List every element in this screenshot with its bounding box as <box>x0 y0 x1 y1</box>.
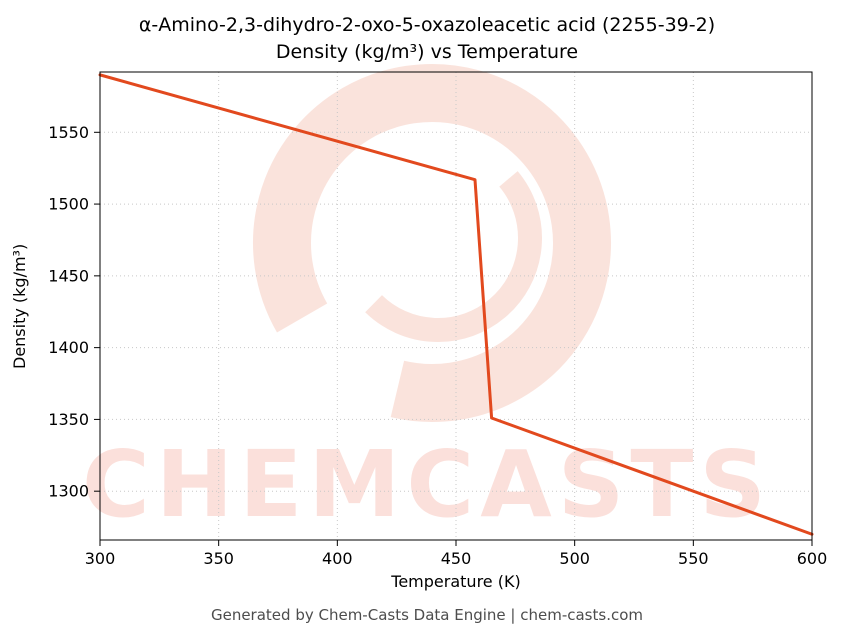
x-tick-label: 550 <box>678 549 709 568</box>
y-tick-label: 1550 <box>48 123 89 142</box>
chart-title-line2: Density (kg/m³) vs Temperature <box>275 41 579 63</box>
watermark-logo-icon <box>253 64 611 422</box>
x-tick-label: 600 <box>797 549 828 568</box>
y-tick-label: 1300 <box>48 482 89 501</box>
x-tick-label: 500 <box>559 549 590 568</box>
x-axis-label: Temperature (K) <box>391 572 521 591</box>
density-line <box>98 73 814 536</box>
y-axis-label: Density (kg/m³) <box>10 243 29 369</box>
x-tick-label: 300 <box>85 549 116 568</box>
chart-title-line1: α-Amino-2,3-dihydro-2-oxo-5-oxazoleaceti… <box>138 14 716 36</box>
grid-lines <box>99 72 813 540</box>
watermark-text: CHEMCASTS <box>82 431 772 538</box>
y-tick-label: 1450 <box>48 266 89 285</box>
x-tick-label: 350 <box>203 549 234 568</box>
tick-marks <box>94 131 813 546</box>
footer-attribution: Generated by Chem-Casts Data Engine | ch… <box>210 606 644 624</box>
x-tick-label: 400 <box>322 549 353 568</box>
y-tick-label: 1400 <box>48 338 89 357</box>
tick-labels: 300 350 400 450 500 550 600 1300 1350 1400 1450 150… <box>48 123 827 568</box>
x-tick-label: 450 <box>441 549 472 568</box>
y-tick-label: 1350 <box>48 410 89 429</box>
y-tick-label: 1500 <box>48 195 89 214</box>
